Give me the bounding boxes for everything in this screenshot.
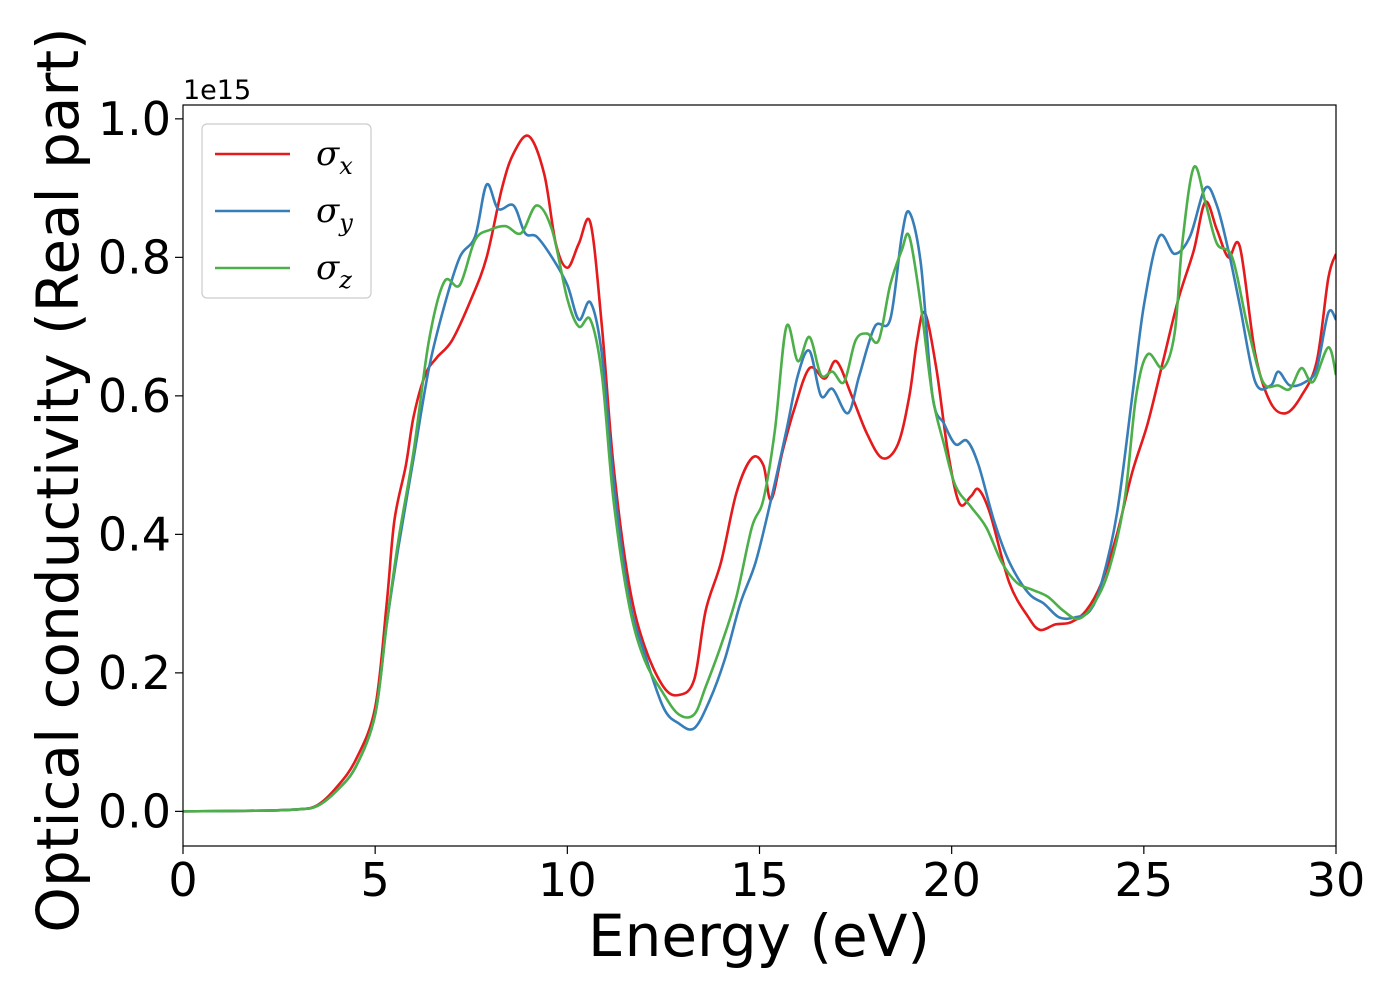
series-line-z [183, 165, 1336, 813]
x-tick-label: 25 [1115, 853, 1174, 907]
y-axis-title: Optical conductivity (Real part) [24, 27, 92, 932]
plot-area [183, 134, 1336, 813]
x-tick-label: 10 [538, 853, 597, 907]
y-tick-label: 1.0 [98, 92, 171, 146]
legend: σx σy σz [201, 123, 372, 299]
x-tick-label: 30 [1307, 853, 1366, 907]
series-line-x [183, 134, 1336, 813]
y-tick-label: 0.6 [98, 369, 171, 423]
legend-label-y: σy [316, 191, 353, 237]
y-tick-label: 0.4 [98, 507, 171, 561]
y-axis-offset-label: 1e15 [183, 75, 251, 106]
x-tick-label: 5 [361, 853, 390, 907]
x-axis-title: Energy (eV) [588, 902, 930, 970]
legend-label-x: σx [316, 134, 353, 180]
x-tick-label: 15 [730, 853, 789, 907]
x-tick-label: 0 [168, 853, 197, 907]
axes: 0 5 10 15 20 25 30 0.0 0.2 0.4 0.6 0.8 1.0 [98, 92, 1365, 907]
y-tick-label: 0.8 [98, 230, 171, 284]
series-line-y [183, 182, 1336, 813]
y-tick-label: 0.0 [98, 784, 171, 838]
y-tick-label: 0.2 [98, 646, 171, 700]
x-tick-label: 20 [922, 853, 981, 907]
legend-label-z: σz [316, 248, 352, 294]
